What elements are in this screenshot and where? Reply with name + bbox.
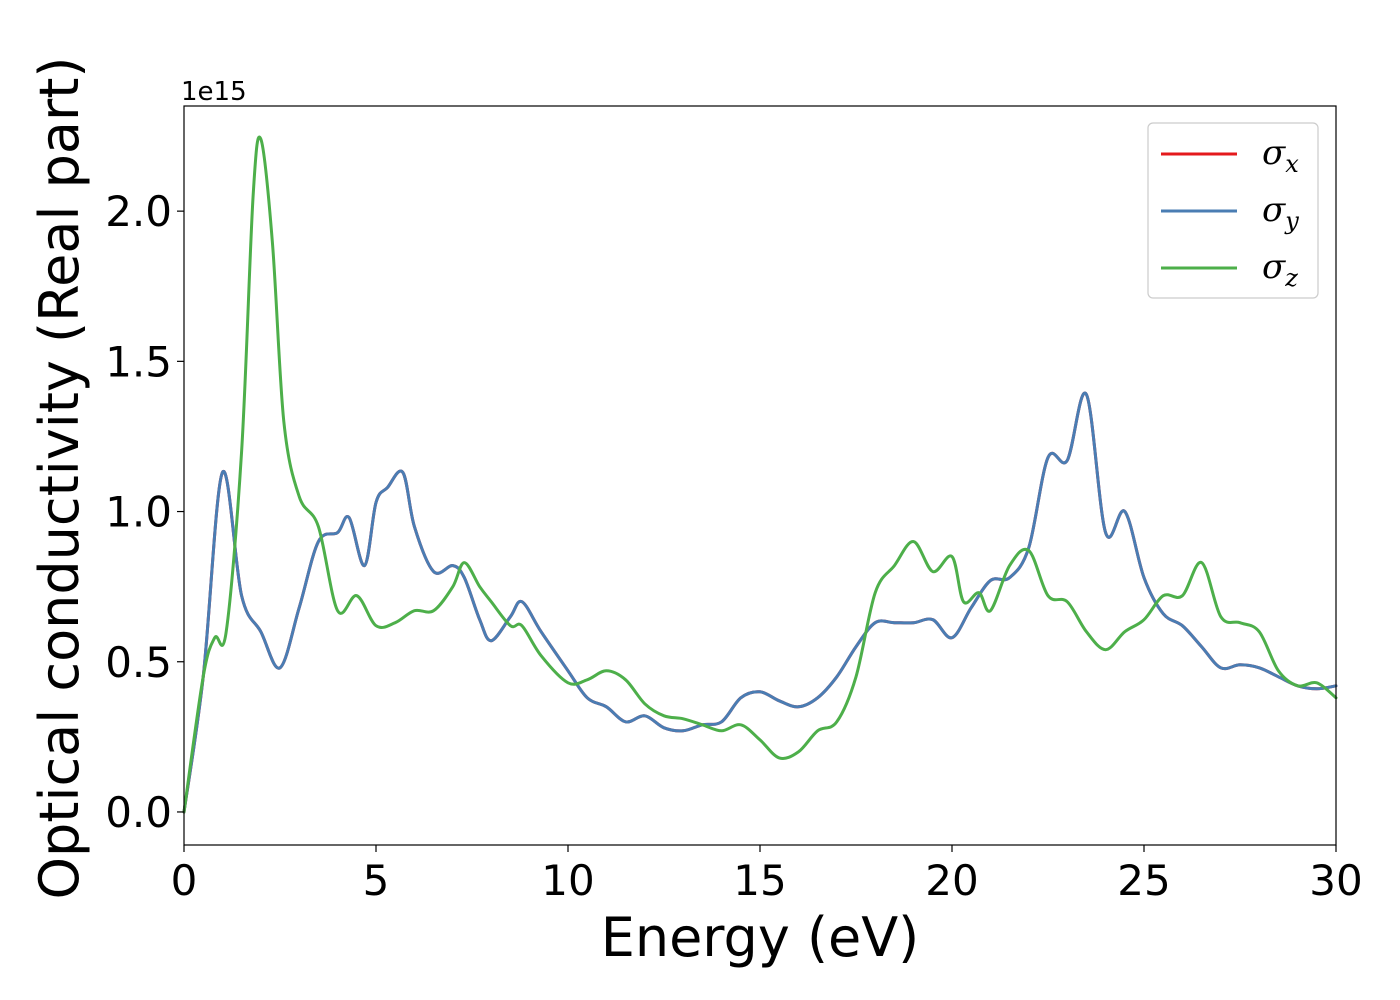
y-tick-label: 1.0 [105,488,172,537]
x-tick-label: 15 [733,856,786,905]
series-line-y [182,391,1338,814]
x-tick-label: 25 [1117,856,1170,905]
x-tick-label: 10 [541,856,594,905]
y-tick-label: 0.5 [105,638,172,687]
legend-label-y: σy [1262,190,1299,235]
y-tick-label: 2.0 [105,187,172,236]
y-tick-label: 0.0 [105,788,172,837]
legend-label-z: σz [1262,247,1298,292]
series-layer [182,135,1338,814]
x-tick-label: 0 [171,856,198,905]
x-tick-label: 20 [925,856,978,905]
y-tick-label: 1.5 [105,337,172,386]
series-line-z [182,135,1338,814]
y-axis-ticks: 0.0 0.5 1.0 1.5 2.0 [105,187,184,837]
y-offset-text: 1e15 [181,77,247,107]
x-axis-label: Energy (eV) [601,906,920,969]
legend: σx σy σz [1147,122,1319,299]
plot-frame [183,105,1337,846]
x-tick-label: 30 [1309,856,1362,905]
y-axis-label: Optical conductivity (Real part) [28,57,91,900]
x-tick-label: 5 [363,856,390,905]
x-axis-ticks: 0 5 10 15 20 25 30 [171,845,1363,905]
legend-label-x: σx [1262,133,1299,178]
plot-area-background [184,106,1336,845]
